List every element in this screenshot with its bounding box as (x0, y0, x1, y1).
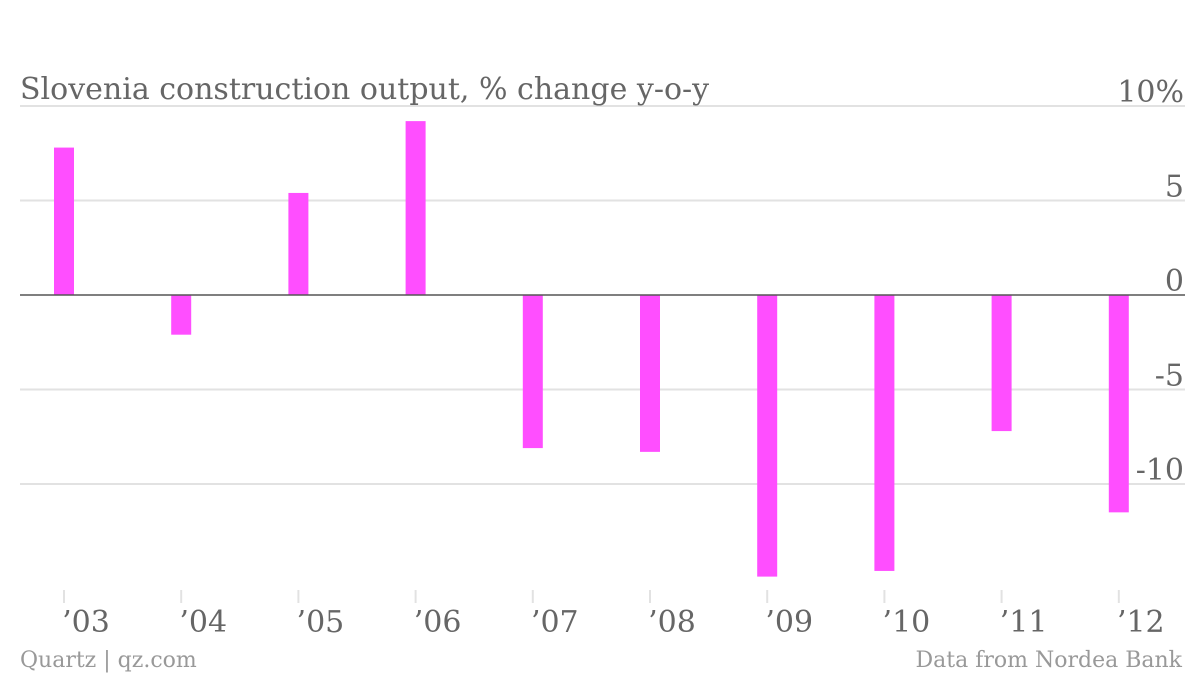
gridlines (20, 105, 1185, 485)
bar (522, 295, 543, 449)
y-tick-label: -5 (1155, 359, 1184, 394)
bar (640, 295, 660, 452)
bar (288, 192, 309, 295)
x-tick-label: ’03 (62, 605, 110, 640)
x-tick-label: ’05 (297, 605, 345, 640)
bars (54, 121, 1129, 577)
x-tick-label: ’09 (765, 605, 813, 640)
x-tick-label: ’11 (1000, 605, 1048, 640)
bar (171, 295, 192, 335)
y-tick-label: -10 (1136, 453, 1184, 488)
bar (991, 295, 1012, 432)
data-source: Data from Nordea Bank (916, 648, 1183, 673)
bar (405, 121, 426, 296)
y-tick-label: 5 (1165, 170, 1184, 205)
chart-title: Slovenia construction output, % change y… (20, 72, 709, 107)
x-axis-labels: ’03 ’04 ’05 ’06 ’07 ’08 ’09 ’10 ’11 ’12 (62, 605, 1165, 640)
y-axis-labels: 10% 5 0 -5 -10 (1117, 75, 1184, 488)
x-tick-label: ’06 (414, 605, 462, 640)
x-tick-label: ’10 (883, 605, 931, 640)
x-tick-label: ’04 (179, 605, 227, 640)
bar (874, 295, 895, 571)
bar (757, 295, 778, 577)
x-axis-ticks (63, 590, 1120, 603)
y-tick-label: 10% (1117, 75, 1184, 110)
x-tick-label: ’07 (531, 605, 579, 640)
y-tick-label: 0 (1165, 264, 1184, 299)
source-credit: Quartz | qz.com (20, 648, 197, 673)
x-tick-label: ’08 (648, 605, 696, 640)
bar (54, 147, 74, 295)
x-tick-label: ’12 (1117, 605, 1165, 640)
bar (1108, 295, 1129, 513)
